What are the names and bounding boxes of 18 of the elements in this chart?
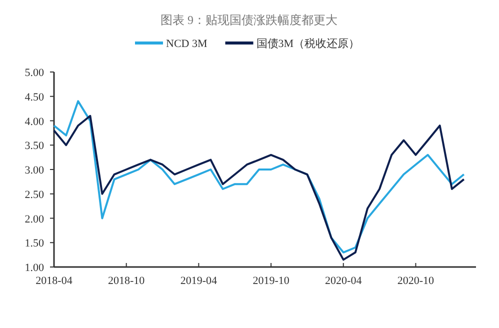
legend-label: 国债3M（税收还原）: [256, 37, 360, 50]
y-tick-label: 3.50: [24, 140, 44, 152]
x-tick-label: 2020-10: [397, 275, 435, 287]
y-tick-label: 1.00: [24, 262, 44, 274]
x-tick-label: 2018-04: [36, 275, 73, 287]
x-tick-label: 2019-10: [252, 275, 290, 287]
x-tick-label: 2018-10: [108, 275, 146, 287]
y-tick-label: 5.00: [24, 67, 44, 79]
y-tick-label: 2.00: [24, 213, 44, 226]
y-tick-label: 2.50: [24, 188, 44, 201]
chart-title: 图表 9：贴现国债涨跌幅度都更大: [160, 13, 338, 27]
legend-label: NCD 3M: [166, 38, 208, 50]
x-tick-label: 2019-04: [180, 275, 218, 287]
x-tick-label: 2020-04: [325, 275, 362, 287]
y-tick-label: 4.50: [24, 91, 44, 104]
y-tick-label: 1.50: [24, 238, 44, 250]
y-tick-label: 3.00: [24, 164, 44, 176]
y-tick-label: 4.00: [24, 116, 44, 128]
